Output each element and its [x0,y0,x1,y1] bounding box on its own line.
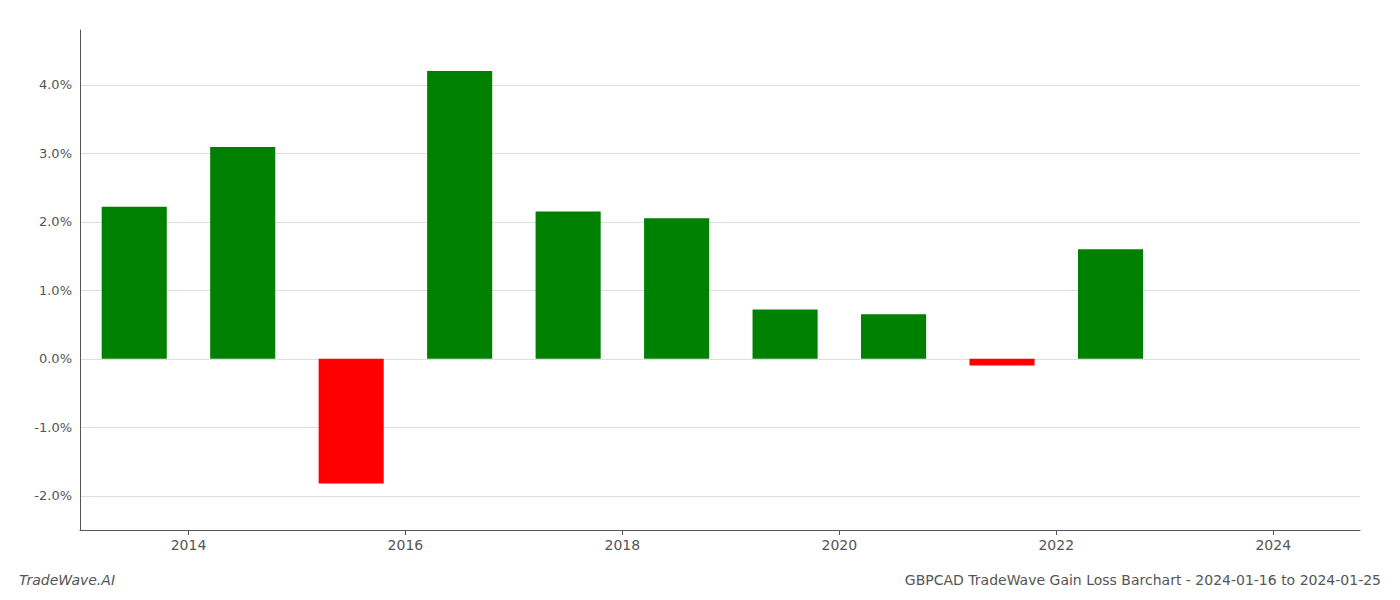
svg-text:2022: 2022 [1038,537,1074,553]
svg-text:GBPCAD TradeWave Gain Loss Bar: GBPCAD TradeWave Gain Loss Barchart - 20… [905,572,1381,588]
svg-text:4.0%: 4.0% [39,77,72,92]
svg-text:TradeWave.AI: TradeWave.AI [19,572,115,588]
svg-text:2024: 2024 [1255,537,1291,553]
svg-text:2018: 2018 [605,537,641,553]
svg-text:2016: 2016 [388,537,424,553]
svg-text:1.0%: 1.0% [39,283,72,298]
svg-text:2.0%: 2.0% [39,214,72,229]
svg-text:-2.0%: -2.0% [34,488,72,503]
svg-text:2014: 2014 [171,537,207,553]
svg-text:0.0%: 0.0% [39,351,72,366]
svg-text:2020: 2020 [822,537,858,553]
svg-text:-1.0%: -1.0% [34,420,72,435]
svg-text:3.0%: 3.0% [39,146,72,161]
